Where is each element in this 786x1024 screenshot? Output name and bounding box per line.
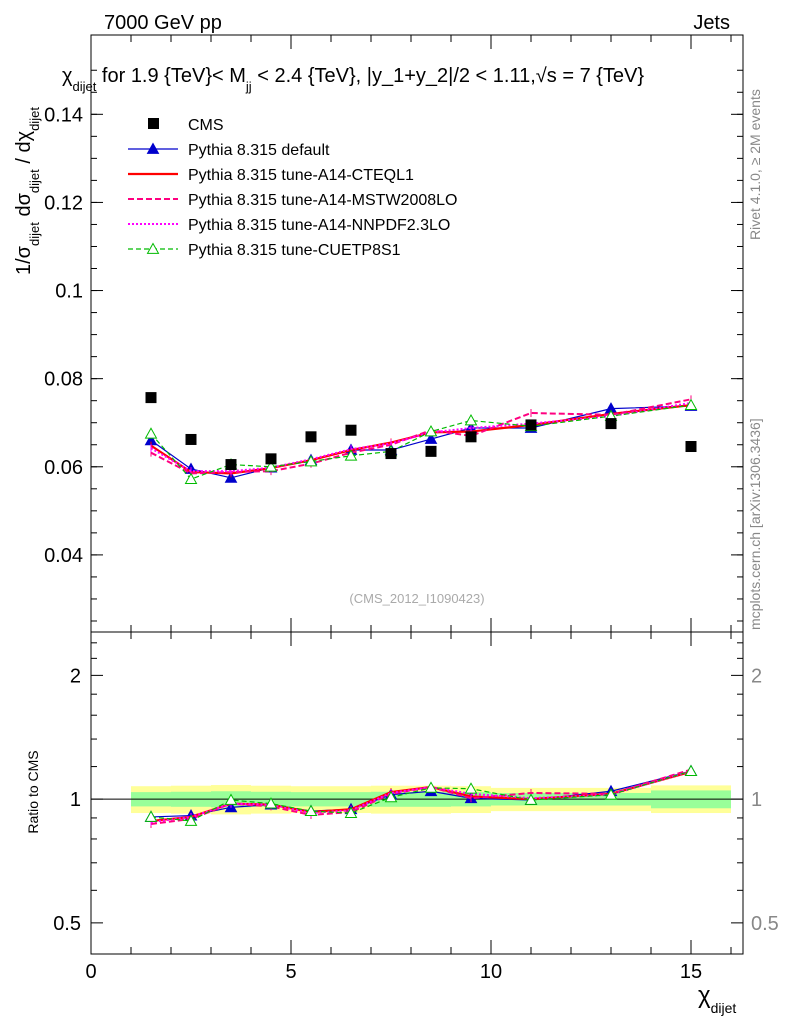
- ratio-point-cuetp8s1: [184, 814, 198, 826]
- point-cuetp8s1: [264, 460, 278, 472]
- ratio-y-tick-label-right: 0.5: [751, 913, 779, 935]
- ratio-line-cuetp8s1: [150, 770, 692, 822]
- cms-data-point: [185, 433, 197, 445]
- ratio-point-cuetp8s1: [304, 804, 318, 817]
- ratio-y-tick-label: 0.5: [53, 913, 81, 935]
- legend: CMS Pythia 8.315 default Pythia 8.315 tune…: [128, 117, 457, 259]
- y-tick-label: 0.06: [44, 457, 83, 479]
- ylabel-c: / dχ: [13, 130, 35, 169]
- point-cuetp8s1: [344, 449, 358, 461]
- legend-label-mstw: Pythia 8.315 tune-A14-MSTW2008LO: [188, 192, 457, 209]
- cms-data-point: [345, 424, 357, 436]
- series-line-default: [150, 405, 692, 479]
- ylabel-a: 1/σ: [13, 245, 35, 275]
- legend-label-cms: CMS: [188, 117, 224, 134]
- cms-data-point: [145, 392, 157, 404]
- ylabel-b: dσ: [13, 192, 35, 222]
- ylabel-b-sub: dijet: [27, 169, 42, 193]
- analysis-watermark: (CMS_2012_I1090423): [349, 591, 484, 606]
- main-y-axis: 0.04 0.06 0.08 0.1 0.12 0.14: [44, 69, 743, 622]
- header-left: 7000 GeV pp: [104, 12, 222, 34]
- ratio-y-tick-label-right: 2: [751, 665, 762, 687]
- x-tick-label: 5: [285, 961, 296, 983]
- xlabel-sub: dijet: [711, 1000, 737, 1016]
- x-tick-label: 10: [480, 961, 502, 983]
- ylabel-c-sub: dijet: [27, 107, 42, 131]
- xlabel-main: χ: [698, 982, 711, 1009]
- ratio-point-cuetp8s1: [264, 797, 278, 809]
- x-tick-label: 0: [85, 961, 96, 983]
- point-default: [424, 432, 438, 444]
- ratio-plot-area: [91, 764, 743, 828]
- point-cuetp8s1: [304, 454, 318, 467]
- ratio-point-cuetp8s1: [384, 790, 398, 803]
- cms-data-point: [265, 453, 277, 465]
- point-cuetp8s1: [684, 398, 698, 410]
- point-cuetp8s1: [464, 413, 478, 426]
- main-plot-area: [144, 392, 698, 485]
- main-y-label: 1/σdijet dσdijet / dχdijet: [13, 107, 42, 275]
- ratio-y-tick-label: 2: [70, 665, 81, 687]
- title-rest-a: for 1.9 {TeV}< M: [96, 65, 246, 87]
- series-line-cuetp8s1: [150, 404, 692, 480]
- ratio-point-cuetp8s1: [604, 788, 618, 800]
- cms-data-point: [465, 431, 477, 443]
- ylabel-a-sub: dijet: [27, 222, 42, 246]
- ratio-point-cuetp8s1: [224, 793, 238, 805]
- ratio-line-nnpdf: [150, 770, 692, 823]
- x-axis-label: χdijet: [698, 982, 736, 1016]
- legend-label-cuetp8s1: Pythia 8.315 tune-CUETP8S1: [188, 242, 401, 259]
- title-rest-sub: jj: [245, 79, 252, 94]
- title-prefix: χ: [62, 65, 73, 87]
- main-x-ticks: [90, 35, 732, 632]
- legend-label-nnpdf: Pythia 8.315 tune-A14-NNPDF2.3LO: [188, 217, 450, 234]
- legend-label-default: Pythia 8.315 default: [188, 142, 330, 159]
- rivet-label: Rivet 4.1.0, ≥ 2M events: [747, 89, 763, 240]
- ratio-panel: 0.5 0.5 1 1 2 2 0 5 10 15 Ratio to CMS χdijet: [25, 631, 779, 1016]
- x-tick-label: 15: [680, 961, 702, 983]
- ratio-point-cuetp8s1: [344, 806, 358, 818]
- series-line-mstw: [150, 398, 692, 475]
- plot-title: χdijet for 1.9 {TeV}< Mjj < 2.4 {TeV}, |…: [62, 65, 644, 94]
- cms-data-point: [385, 448, 397, 460]
- point-cuetp8s1: [144, 427, 158, 439]
- ratio-x-axis: 0 5 10 15: [85, 632, 732, 983]
- cms-data-point: [685, 441, 697, 453]
- cms-data-point: [305, 431, 317, 443]
- legend-marker-cms: [148, 118, 159, 129]
- ratio-point-cuetp8s1: [424, 781, 438, 793]
- y-tick-label: 0.14: [44, 104, 83, 126]
- mcplots-label: mcplots.cern.ch [arXiv:1306.3436]: [747, 418, 763, 630]
- ratio-point-cuetp8s1: [524, 793, 538, 805]
- cms-data-point: [525, 419, 537, 431]
- header-right: Jets: [693, 12, 730, 34]
- y-tick-label: 0.12: [44, 192, 83, 214]
- point-cuetp8s1: [424, 425, 438, 437]
- title-prefix-sub: dijet: [73, 79, 97, 94]
- main-panel: 0.040.060.080.10.120.14 χdijet for 1.9 {…: [13, 34, 744, 633]
- y-tick-label: 0.08: [44, 369, 83, 391]
- ratio-y-tick-label: 1: [70, 789, 81, 811]
- ratio-y-tick-label-right: 1: [751, 789, 762, 811]
- ratio-y-label: Ratio to CMS: [25, 750, 41, 833]
- y-tick-label: 0.04: [44, 545, 83, 567]
- legend-label-a14_cteql1: Pythia 8.315 tune-A14-CTEQL1: [188, 167, 414, 184]
- y-tick-label: 0.1: [55, 281, 83, 303]
- legend-marker-cuetp8s1: [146, 242, 160, 254]
- cms-data-point: [425, 445, 437, 457]
- legend-marker-default: [146, 142, 160, 154]
- ratio-frame: [90, 631, 744, 955]
- title-rest-b: < 2.4 {TeV}, |y_1+y_2|/2 < 1.11,√s = 7 {…: [252, 65, 645, 87]
- ratio-line-mstw: [150, 768, 692, 825]
- cms-data-point: [605, 418, 617, 430]
- ratio-point-cuetp8s1: [684, 764, 698, 776]
- point-cuetp8s1: [184, 472, 198, 485]
- ratio-point-cuetp8s1: [144, 810, 158, 822]
- cms-data-point: [225, 459, 237, 471]
- series-line-nnpdf: [150, 401, 692, 473]
- ratio-y-axis: 0.5 0.5 1 1 2 2: [53, 642, 779, 935]
- ratio-point-cuetp8s1: [464, 782, 478, 794]
